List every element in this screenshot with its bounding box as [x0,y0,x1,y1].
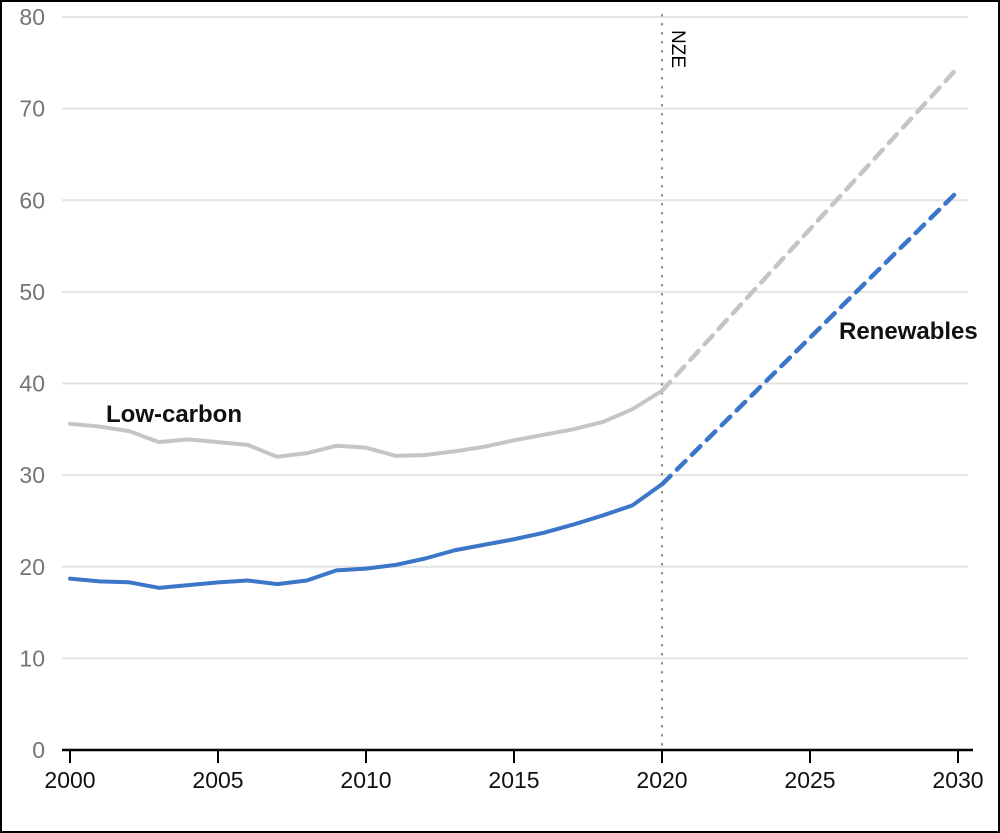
y-tick-label: 50 [19,279,45,305]
y-tick-label: 80 [19,4,45,30]
y-tick-label: 20 [19,554,45,580]
series-line-renewables-nze-projection [659,188,961,487]
series-line-low-carbon-nze-projection [659,65,961,394]
y-tick-label: 70 [19,96,45,122]
y-tick-label: 0 [32,737,45,763]
y-tick-label: 30 [19,462,45,488]
x-tick-label: 2015 [488,767,539,793]
y-tick-label: 10 [19,645,45,671]
x-tick-label: 2020 [636,767,687,793]
y-tick-label: 40 [19,371,45,397]
x-tick-label: 2025 [784,767,835,793]
y-tick-label: 60 [19,187,45,213]
series-line-renewables-historical [68,482,664,590]
x-tick-label: 2010 [340,767,391,793]
x-tick-label: 2000 [44,767,95,793]
x-tick-label: 2005 [192,767,243,793]
series-label-low-carbon: Low-carbon [106,401,242,428]
nze-reference-label: NZE [667,30,688,68]
x-tick-label: 2030 [932,767,983,793]
series-line-low-carbon-historical [68,388,664,459]
series-label-renewables: Renewables [839,318,978,345]
